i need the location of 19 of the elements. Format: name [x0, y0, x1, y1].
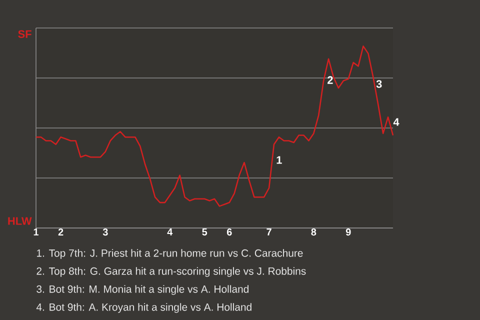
x-tick-label: 1 [34, 228, 38, 236]
x-tick-label: 7 [266, 228, 272, 236]
annotation: 3 [376, 80, 382, 88]
text: 1. Top 7th: J. Priest hit a 2-run home run vs C. Carachure [37, 249, 303, 259]
x-tick-label: 4 [167, 228, 173, 236]
x-tick-label: 9 [346, 228, 351, 236]
x-tick-label: 5 [202, 228, 208, 236]
x-tick-label: 8 [311, 228, 316, 236]
annotation: 2 [328, 76, 333, 84]
text: 2. Top 8th: G. Garza hit a run-scoring single vs J. Robbins [36, 267, 306, 277]
text: 3. Bot 9th: M. Monia hit a single vs A. Holland [36, 285, 248, 295]
text: SF [18, 30, 32, 38]
text: 4. Bot 9th: A. Kroyan hit a single vs A. Holland [36, 303, 252, 313]
x-tick-label: 6 [226, 228, 232, 236]
x-tick-label: 2 [58, 228, 64, 236]
x-tick-label: 3 [102, 228, 108, 236]
text: HLW [8, 217, 32, 225]
annotation: 1 [276, 156, 282, 164]
text: 4 [393, 118, 400, 126]
